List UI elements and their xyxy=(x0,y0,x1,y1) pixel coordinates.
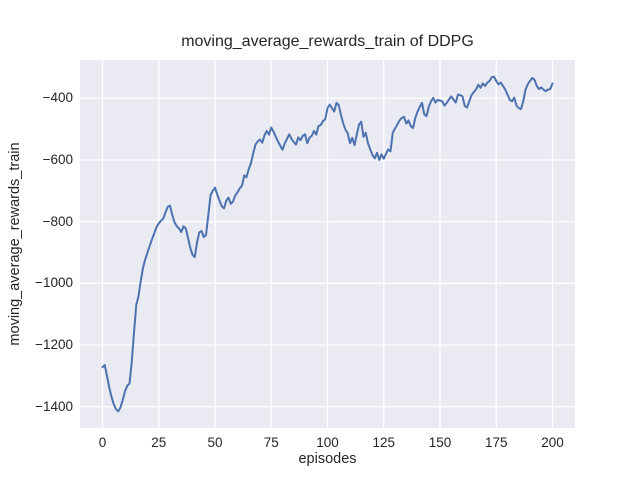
x-axis-label: episodes xyxy=(298,451,357,467)
x-tick-label: 0 xyxy=(98,435,107,450)
y-tick-label: −400 xyxy=(42,90,73,106)
x-tick-label: 100 xyxy=(316,435,339,450)
chart-title: moving_average_rewards_train of DDPG xyxy=(181,33,474,50)
x-tick-label: 75 xyxy=(263,435,279,450)
x-tick-label: 25 xyxy=(151,435,167,450)
chart-canvas xyxy=(80,60,575,428)
y-tick-label: −800 xyxy=(42,213,73,229)
y-tick-label: −1200 xyxy=(35,337,73,353)
x-tick-label: 50 xyxy=(207,435,223,450)
y-axis-label: moving_average_rewards_train xyxy=(7,142,23,346)
data-line-moving_average_rewards_train xyxy=(101,75,554,413)
y-tick-label: −1000 xyxy=(35,275,73,291)
x-tick-label: 175 xyxy=(484,435,508,450)
x-tick-label: 150 xyxy=(428,435,452,450)
x-tick-label: 200 xyxy=(541,435,564,450)
x-tick-label: 125 xyxy=(372,435,396,450)
plot-area xyxy=(80,60,575,428)
y-tick-label: −600 xyxy=(42,151,73,167)
y-tick-label: −1400 xyxy=(35,398,73,414)
